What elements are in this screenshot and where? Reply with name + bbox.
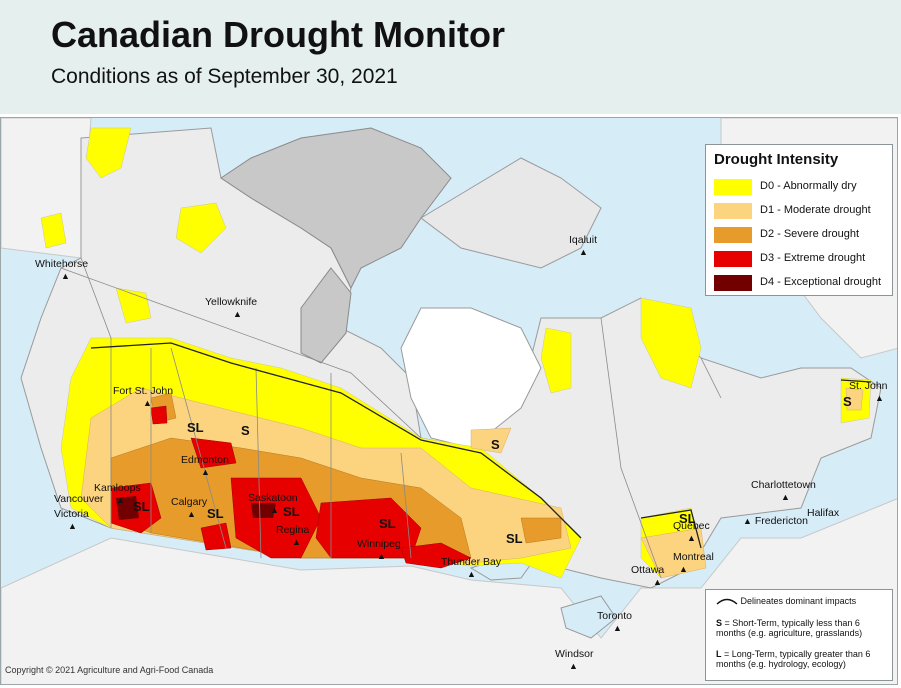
impact-label: S [241,423,250,438]
page-title: Canadian Drought Monitor [51,14,505,55]
city-label-toronto: Toronto ▲ [597,610,633,633]
lake-huron [560,595,617,639]
impact-key-short-term: S = Short-Term, typically less than 6 mo… [716,618,888,638]
legend-swatch-d4 [714,275,752,291]
header-banner: Canadian Drought Monitor Conditions as o… [0,0,901,114]
city-label-halifax: Halifax [807,507,840,519]
city-label-windsor: Windsor ▲ [555,648,594,671]
hudson-bay [400,307,542,449]
city-label-fort-st-john: Fort St. John ▲ [113,385,174,408]
city-label-whitehorse: Whitehorse ▲ [35,258,89,281]
legend-title: Drought Intensity [714,151,839,168]
baffin-island [420,157,602,269]
legend-swatch-d0 [714,179,752,195]
legend-label-d4: D4 - Exceptional drought [760,276,882,288]
impact-label: S [843,394,852,409]
legend-label-d2: D2 - Severe drought [760,228,860,240]
long-term-code: L [716,649,722,659]
impact-key: Delineates dominant impacts S = Short-Te… [705,589,893,681]
legend-label-d3: D3 - Extreme drought [760,252,866,264]
copyright-notice: Copyright © 2021 Agriculture and Agri-Fo… [5,665,214,675]
short-term-code: S [716,618,723,628]
city-label-ottawa: Ottawa ▲ [631,564,665,587]
drought-intensity-legend: Drought Intensity D0 - Abnormally dry D1… [705,144,893,296]
impact-label: SL [207,506,224,521]
city-label-montreal: Montreal ▲ [673,551,714,574]
legend-swatch-d1 [714,203,752,219]
long-term-text: = Long-Term, typically greater than 6 mo… [716,649,871,669]
city-label-quebec: Quebec ▲ [673,520,710,543]
legend-item-d4: D4 - Exceptional drought [714,275,892,293]
impact-key-long-term: L = Long-Term, typically greater than 6 … [716,649,888,669]
city-label-charlottetown: Charlottetown ▲ [751,479,816,502]
legend-item-d0: D0 - Abnormally dry [714,179,892,197]
city-label-saskatoon: Saskatoon ▲ [248,492,298,515]
d4-exceptional-drought-areas [116,496,276,520]
legend-swatch-d3 [714,251,752,267]
city-label-yellowknife: Yellowknife ▲ [205,296,258,319]
short-term-text: = Short-Term, typically less than 6 mont… [716,618,863,638]
city-label-kamloops: Kamloops ▲ [94,482,141,505]
impact-label: S [491,437,500,452]
legend-swatch-d2 [714,227,752,243]
impact-label: SL [133,499,150,514]
impact-label: SL [506,531,523,546]
legend-item-d2: D2 - Severe drought [714,227,892,245]
city-label-calgary: Calgary ▲ [171,496,208,519]
legend-label-d0: D0 - Abnormally dry [760,180,857,192]
impact-key-line-label: Delineates dominant impacts [740,596,857,606]
city-label-fredericton: ▲ Fredericton [743,515,808,527]
impact-boundaries [90,342,872,549]
usa-land [1,498,897,684]
impact-label: SL [679,511,696,526]
city-label-thunder-bay: Thunder Bay ▲ [441,556,502,579]
legend-item-d1: D1 - Moderate drought [714,203,892,221]
impact-line-icon [716,598,738,605]
impact-label: SL [187,420,204,435]
impact-label: SL [379,516,396,531]
city-label-vancouver: Vancouver [54,493,104,505]
city-label-regina: Regina ▲ [276,524,310,547]
arctic-no-data [220,127,452,290]
city-label-st-john: St. John ▲ [849,380,888,403]
legend-label-d1: D1 - Moderate drought [760,204,871,216]
city-label-iqaluit: Iqaluit ▲ [569,234,598,257]
legend-item-d3: D3 - Extreme drought [714,251,892,269]
nunavut-no-data [300,267,352,364]
province-borders [60,257,722,579]
d3-extreme-drought-areas [110,405,472,569]
city-label-winnipeg: Winnipeg ▲ [357,538,401,561]
page-subtitle: Conditions as of September 30, 2021 [51,65,398,88]
city-label-edmonton: Edmonton ▲ [181,454,229,477]
impact-label: SL [283,504,300,519]
city-label-victoria: Victoria ▲ [54,508,89,531]
impact-key-line-row: Delineates dominant impacts [716,596,888,607]
